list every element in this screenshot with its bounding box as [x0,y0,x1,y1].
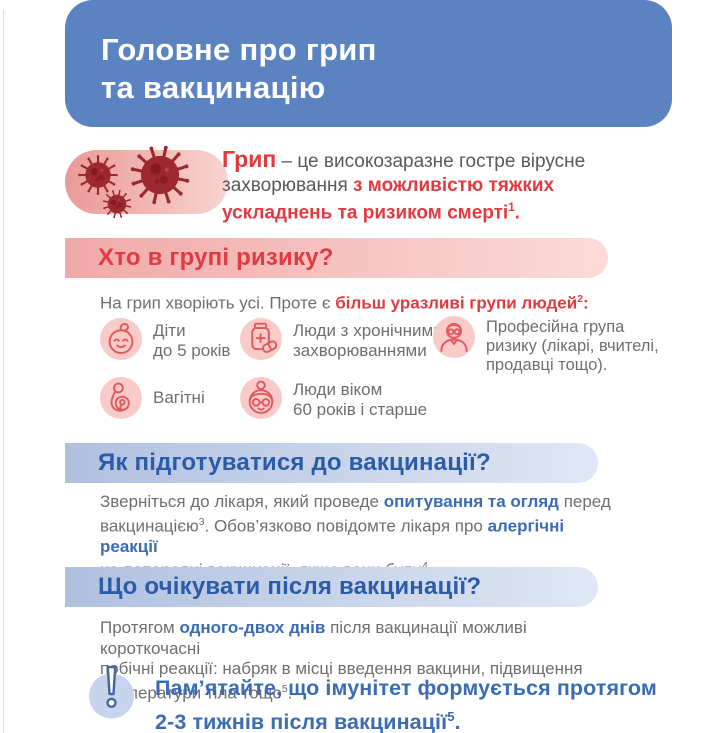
footnote-ref-3: 3 [198,516,205,528]
pills-icon [240,318,282,360]
risk-group-label: Професійна група ризику (лікарі, вчителі… [486,318,659,374]
risk-group-label: Люди віком 60 років і старше [293,380,428,419]
risk-group-children: Діти до 5 років [100,318,230,361]
after-paragraph: Протягом одного-двох днів після вакцинац… [100,618,583,703]
highlight-red: ускладнень та ризиком смерті [222,202,509,224]
flu-definition: Грип – це високозаразне гостре вірусне з… [222,146,586,224]
highlight-blue: алергічні реакції [100,516,565,556]
highlight-red: більш уразливі групи людей [335,293,578,313]
risk-group-label: Люди з хронічними захворюваннями [293,321,443,360]
reminder-note: Пам’ятайте, що імунітет формується протя… [155,676,657,733]
risk-heading-banner: Хто в групі ризику? [65,238,608,278]
elderly-icon [240,377,282,419]
highlight-blue: одного-двох днів [179,618,326,637]
footnote-ref-5: 5 [447,708,455,724]
risk-group-elderly: Люди віком 60 років і старше [240,377,427,420]
risk-intro-text: На грип хворіють усі. Проте є більш ураз… [100,293,589,313]
risk-group-label: Вагітні [153,388,205,407]
prepare-heading-banner: Як підготуватися до вакцинації? [65,443,598,483]
exclamation-icon [89,665,134,719]
highlight-blue: опитування та огляд [383,492,559,511]
baby-icon [100,318,142,360]
header-banner: Головне про грип та вакцинацію [65,0,672,127]
risk-group-label: Діти до 5 років [153,321,231,360]
risk-group-pregnant: Вагітні [100,377,205,419]
footnote-ref-5: 5 [281,683,288,695]
pregnant-icon [100,377,142,419]
highlight-red: з можливістю тяжких [353,174,555,196]
after-heading-banner: Що очікувати після вакцинації? [65,567,598,607]
worker-icon [433,316,475,358]
footnote-ref-2: 2 [577,294,583,305]
risk-group-professional: Професійна група ризику (лікарі, вчителі… [433,316,659,375]
footnote-ref-1: 1 [508,202,515,214]
prepare-heading: Як підготуватися до вакцинації? [98,449,491,476]
after-heading: Що очікувати після вакцинації? [98,573,482,600]
risk-group-chronic: Люди з хронічними захворюваннями [240,318,443,361]
page-edge-line [3,10,4,733]
page-title-line1: Головне про грип [101,32,377,67]
risk-heading: Хто в групі ризику? [98,244,334,271]
flu-term: Грип [222,146,277,172]
prepare-paragraph: Зверніться до лікаря, який проведе опиту… [100,492,620,581]
page-title-line2: та вакцинацію [101,70,326,105]
footnote-ref-4: 4 [422,561,428,572]
